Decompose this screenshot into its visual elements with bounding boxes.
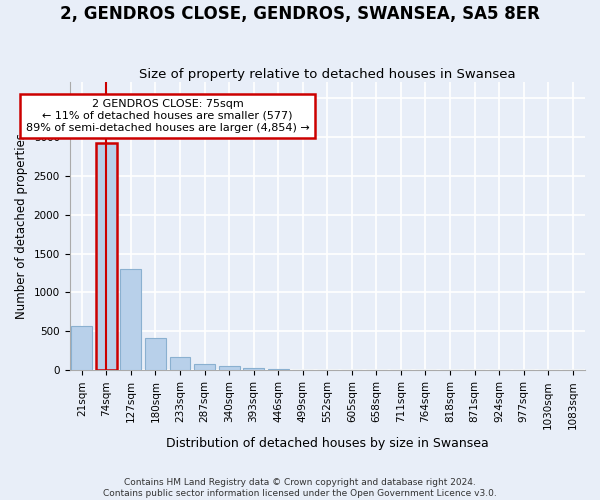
- Bar: [145, 338, 166, 370]
- Y-axis label: Number of detached properties: Number of detached properties: [15, 133, 28, 319]
- Text: 2 GENDROS CLOSE: 75sqm
← 11% of detached houses are smaller (577)
89% of semi-de: 2 GENDROS CLOSE: 75sqm ← 11% of detached…: [26, 100, 310, 132]
- Bar: [268, 369, 289, 370]
- X-axis label: Distribution of detached houses by size in Swansea: Distribution of detached houses by size …: [166, 437, 488, 450]
- Bar: [170, 357, 190, 370]
- Title: Size of property relative to detached houses in Swansea: Size of property relative to detached ho…: [139, 68, 515, 81]
- Bar: [194, 364, 215, 370]
- Bar: [121, 269, 142, 370]
- Bar: [96, 143, 117, 370]
- Text: 2, GENDROS CLOSE, GENDROS, SWANSEA, SA5 8ER: 2, GENDROS CLOSE, GENDROS, SWANSEA, SA5 …: [60, 5, 540, 23]
- Bar: [218, 366, 239, 370]
- Bar: [71, 326, 92, 370]
- Text: Contains HM Land Registry data © Crown copyright and database right 2024.
Contai: Contains HM Land Registry data © Crown c…: [103, 478, 497, 498]
- Bar: [243, 368, 264, 370]
